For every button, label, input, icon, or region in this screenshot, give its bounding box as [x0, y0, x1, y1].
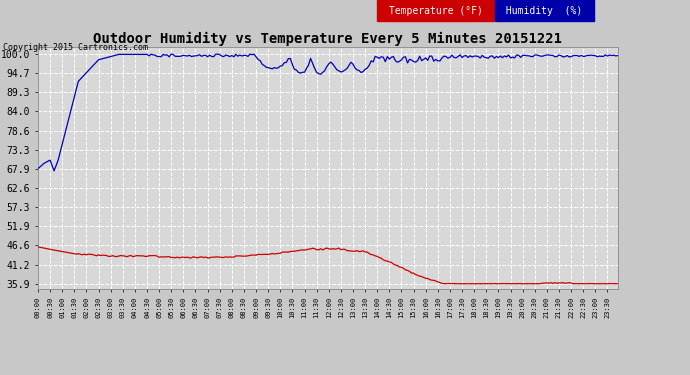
Text: Humidity  (%): Humidity (%) [500, 6, 589, 16]
Title: Outdoor Humidity vs Temperature Every 5 Minutes 20151221: Outdoor Humidity vs Temperature Every 5 … [93, 32, 562, 46]
Text: Temperature (°F): Temperature (°F) [383, 6, 489, 16]
Text: Copyright 2015 Cartronics.com: Copyright 2015 Cartronics.com [3, 43, 148, 52]
